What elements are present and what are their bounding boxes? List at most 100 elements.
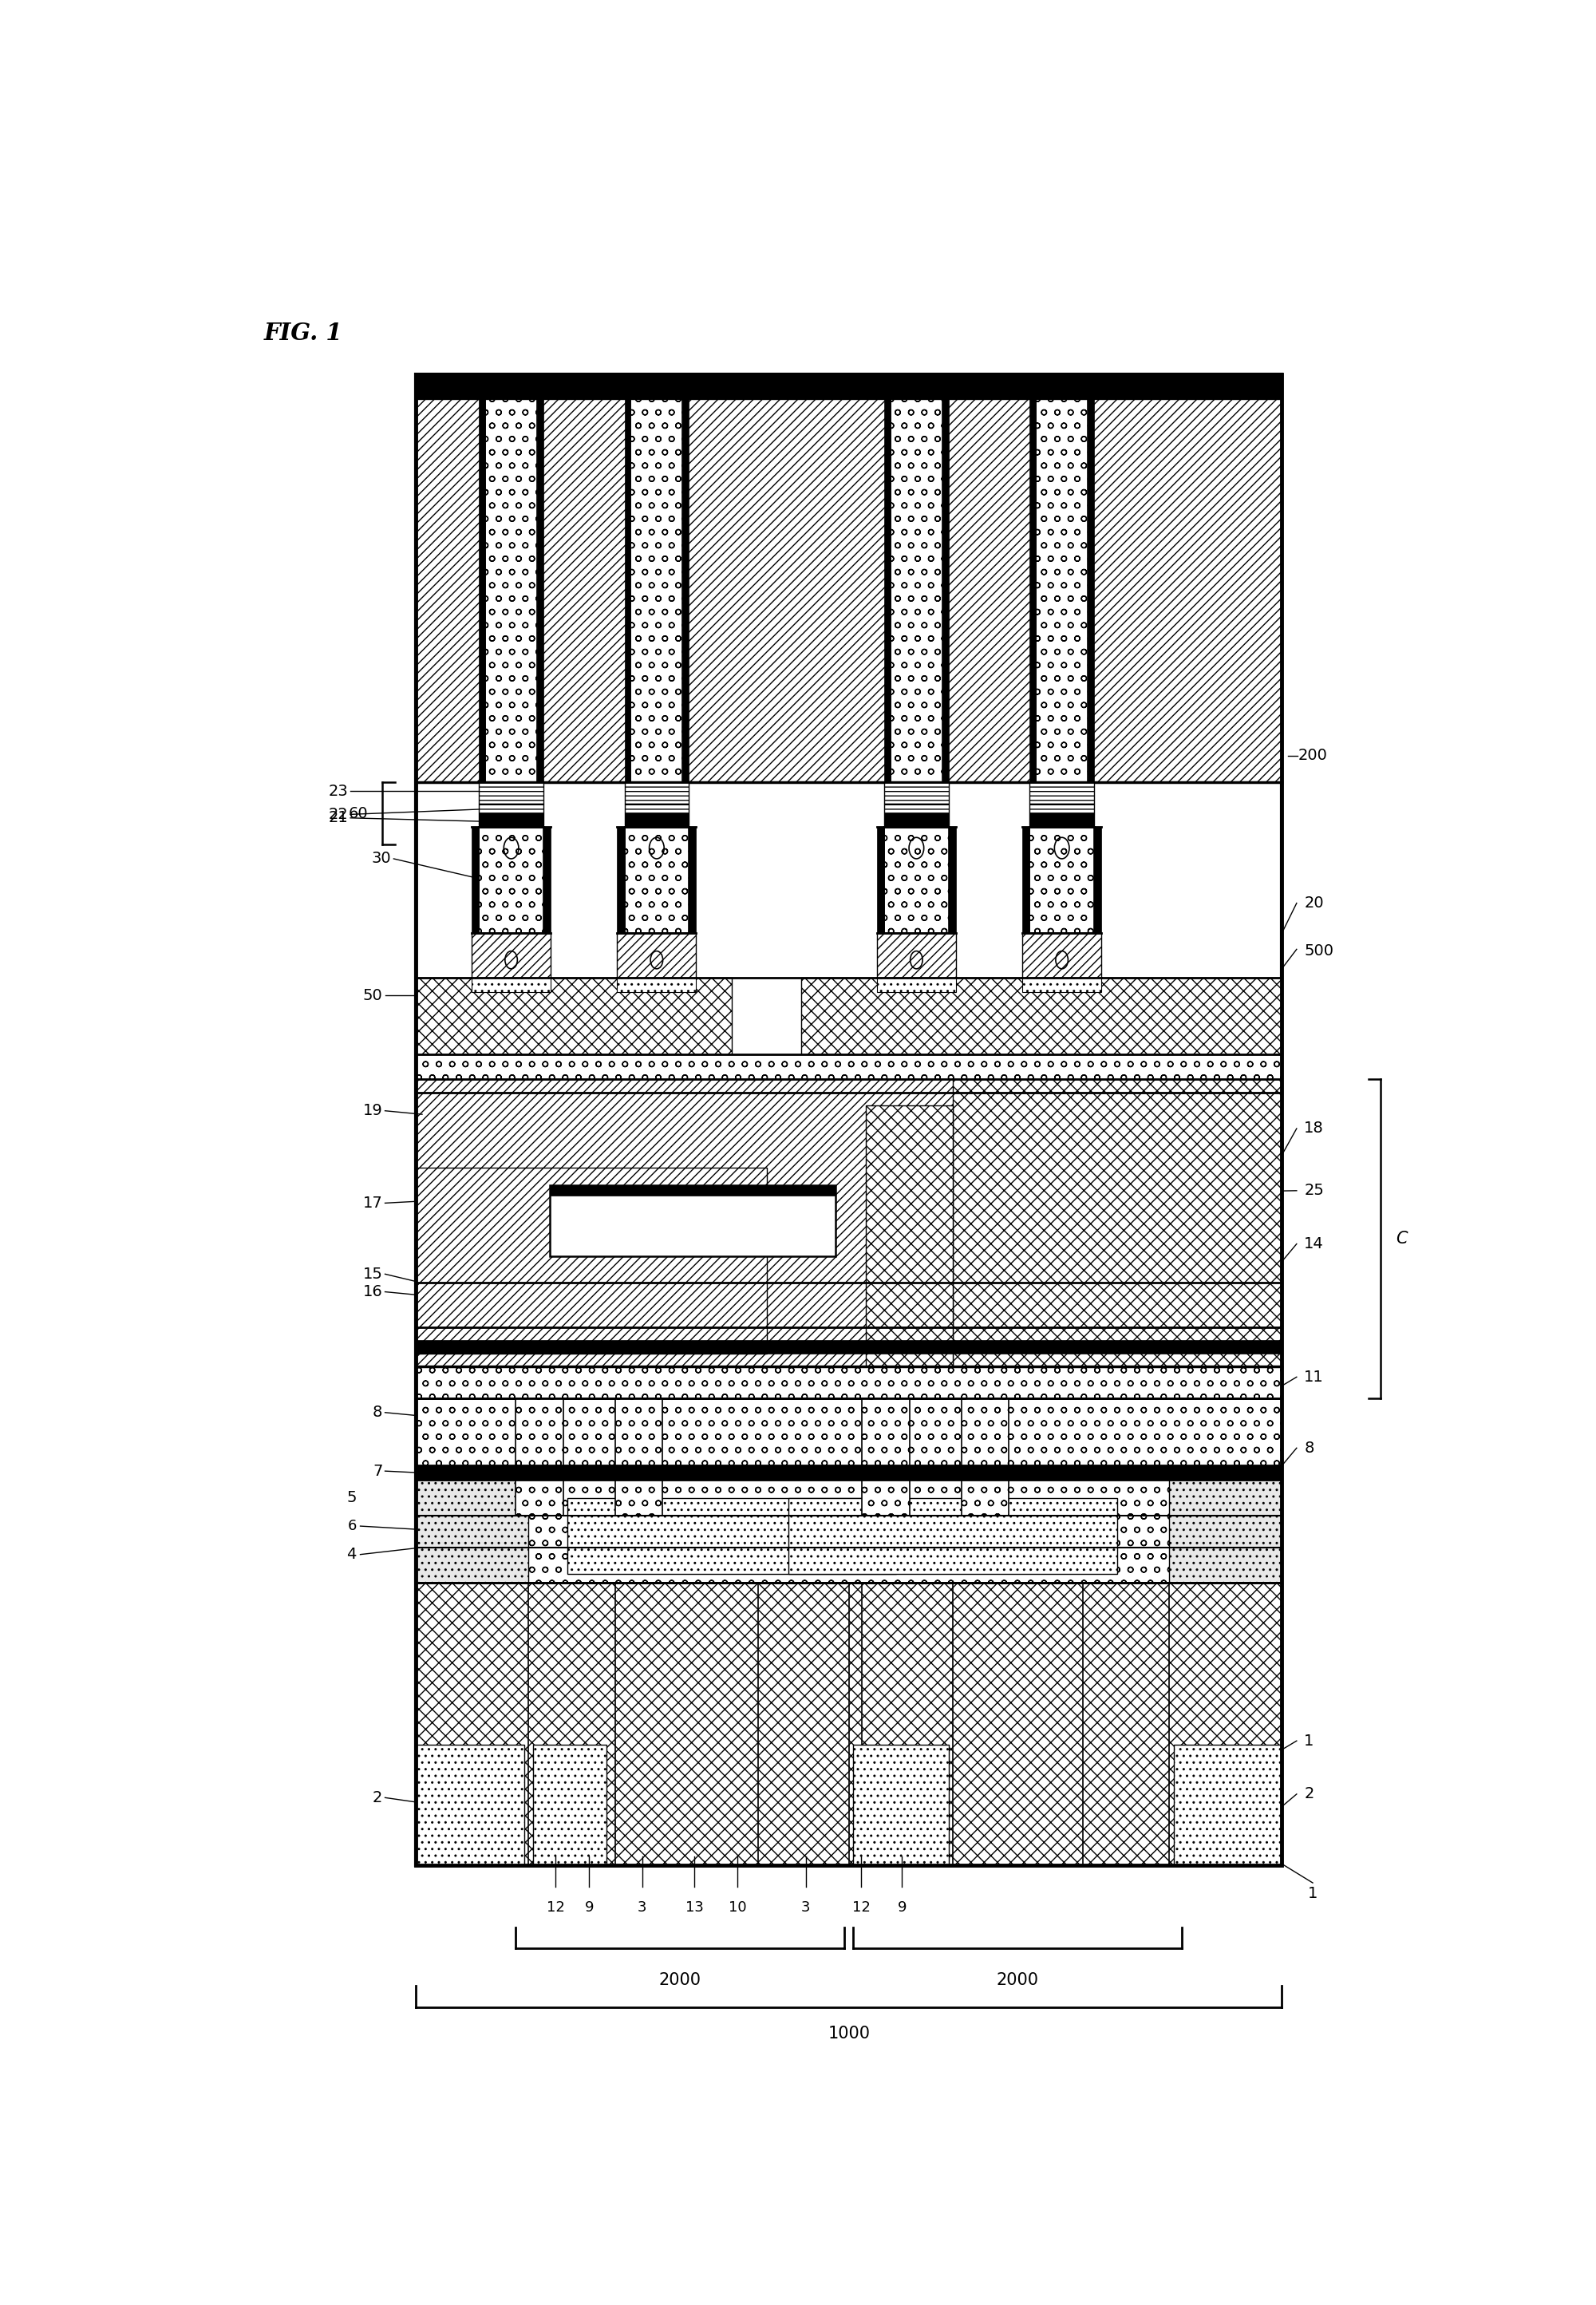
Text: 25: 25: [1304, 1182, 1325, 1199]
Bar: [538, 399, 543, 943]
Bar: [876, 934, 956, 977]
Bar: [417, 373, 1282, 399]
Bar: [1173, 1745, 1282, 1865]
Text: 22: 22: [329, 807, 348, 823]
Bar: [942, 399, 948, 943]
Text: 4: 4: [346, 1547, 356, 1563]
Bar: [543, 827, 551, 934]
Bar: [417, 1079, 1282, 1399]
Bar: [417, 1584, 1282, 1865]
Bar: [624, 399, 630, 943]
Bar: [618, 827, 624, 934]
Bar: [417, 1466, 1282, 1480]
Bar: [854, 1745, 948, 1865]
Bar: [624, 804, 689, 825]
Bar: [953, 1079, 1282, 1399]
Bar: [417, 373, 1282, 781]
Bar: [961, 1399, 1009, 1514]
Bar: [417, 977, 733, 1053]
Text: 9: 9: [584, 1902, 594, 1915]
Text: 21: 21: [329, 811, 348, 825]
Bar: [551, 1185, 836, 1196]
Bar: [891, 399, 942, 943]
Bar: [1029, 781, 1093, 804]
Text: 8: 8: [373, 1406, 383, 1420]
Text: 2000: 2000: [996, 1973, 1039, 1989]
Bar: [1029, 814, 1093, 827]
Bar: [624, 814, 689, 827]
Bar: [472, 827, 479, 934]
Text: C: C: [1395, 1231, 1408, 1247]
Text: 15: 15: [362, 1265, 383, 1282]
Text: 1: 1: [1307, 1885, 1318, 1902]
Bar: [479, 814, 543, 827]
Text: 20: 20: [1304, 897, 1323, 910]
Text: 3: 3: [801, 1902, 811, 1915]
Bar: [417, 1745, 523, 1865]
Text: 12: 12: [852, 1902, 870, 1915]
Text: 17: 17: [362, 1196, 383, 1210]
Text: 5: 5: [346, 1489, 356, 1505]
Text: 3: 3: [638, 1902, 646, 1915]
Bar: [1023, 977, 1101, 991]
Bar: [417, 373, 1282, 1865]
Bar: [801, 977, 1282, 1053]
Bar: [1029, 827, 1093, 934]
Bar: [417, 1399, 1282, 1466]
Bar: [618, 977, 696, 991]
Text: 16: 16: [362, 1284, 383, 1300]
Text: 1000: 1000: [828, 2026, 870, 2042]
Bar: [630, 399, 683, 943]
Text: 200: 200: [1298, 749, 1328, 763]
Text: 1: 1: [1304, 1733, 1314, 1749]
Bar: [876, 827, 884, 934]
Text: 11: 11: [1304, 1369, 1323, 1385]
Bar: [1036, 399, 1088, 943]
Bar: [884, 804, 948, 825]
Bar: [485, 399, 538, 943]
Bar: [1023, 934, 1101, 977]
Text: 2: 2: [1304, 1786, 1314, 1803]
Text: 7: 7: [373, 1464, 383, 1478]
Bar: [788, 1498, 1117, 1574]
Bar: [876, 977, 956, 991]
Bar: [516, 1399, 563, 1514]
Text: 500: 500: [1304, 943, 1334, 959]
Bar: [884, 399, 891, 943]
Bar: [614, 1399, 662, 1514]
Text: 30: 30: [372, 851, 391, 867]
Bar: [417, 373, 1282, 1865]
Bar: [479, 399, 485, 943]
Bar: [417, 1480, 528, 1584]
Text: FIG. 1: FIG. 1: [263, 323, 343, 346]
Bar: [884, 827, 948, 934]
Bar: [417, 1053, 1282, 1079]
Bar: [1170, 1480, 1282, 1584]
Bar: [472, 934, 551, 977]
Text: 6: 6: [348, 1519, 356, 1533]
Bar: [689, 827, 696, 934]
Bar: [867, 1106, 953, 1399]
Bar: [1088, 399, 1093, 943]
Bar: [479, 827, 543, 934]
Bar: [533, 1745, 606, 1865]
Text: 8: 8: [1304, 1441, 1314, 1454]
Text: 13: 13: [685, 1902, 704, 1915]
Bar: [1093, 827, 1101, 934]
Bar: [472, 977, 551, 991]
Text: 60: 60: [348, 807, 367, 821]
Bar: [862, 1399, 910, 1514]
Bar: [568, 1498, 897, 1574]
Bar: [624, 781, 689, 804]
Bar: [884, 814, 948, 827]
Text: 2: 2: [373, 1791, 383, 1805]
Text: 10: 10: [728, 1902, 747, 1915]
Bar: [948, 827, 956, 934]
Bar: [624, 827, 689, 934]
Bar: [1029, 399, 1036, 943]
Bar: [417, 1339, 1282, 1353]
Text: 14: 14: [1304, 1235, 1323, 1252]
Bar: [683, 399, 689, 943]
Bar: [479, 781, 543, 804]
Bar: [884, 781, 948, 804]
